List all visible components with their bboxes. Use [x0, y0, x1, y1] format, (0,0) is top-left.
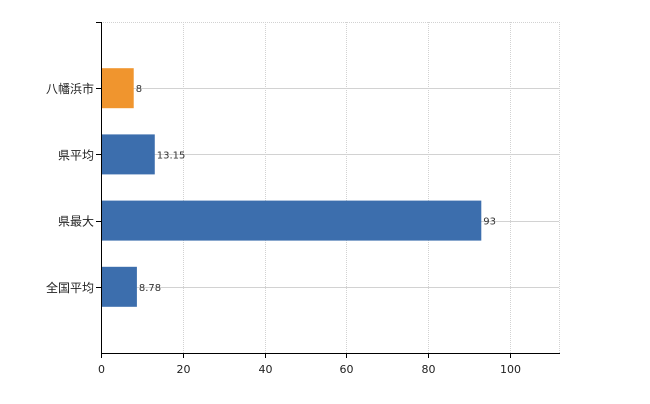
x-tick-label: 0 — [98, 363, 105, 376]
category-label: 八幡浜市 — [46, 81, 94, 96]
bar — [102, 134, 155, 175]
axes — [96, 22, 560, 358]
bars — [102, 68, 482, 307]
x-tick-label: 20 — [177, 363, 191, 376]
bar — [102, 200, 482, 241]
bar — [102, 68, 134, 109]
data-label: 8.78 — [139, 283, 161, 294]
grid-lines — [101, 22, 560, 353]
x-tick-label: 100 — [500, 363, 521, 376]
x-tick-label: 40 — [259, 363, 273, 376]
data-label: 13.15 — [157, 150, 186, 161]
bar — [102, 266, 137, 307]
category-label: 県平均 — [58, 148, 94, 162]
labels: 8 八幡浜市 13.15 県平均 93 県最大 8.78 全国平均 0 20 40 60 80 100 — [46, 81, 521, 376]
data-label: 8 — [136, 84, 142, 95]
data-label: 93 — [483, 217, 496, 228]
x-tick-label: 60 — [340, 363, 354, 376]
x-tick-label: 80 — [422, 363, 436, 376]
category-label: 県最大 — [58, 215, 94, 229]
category-label: 全国平均 — [46, 280, 94, 295]
